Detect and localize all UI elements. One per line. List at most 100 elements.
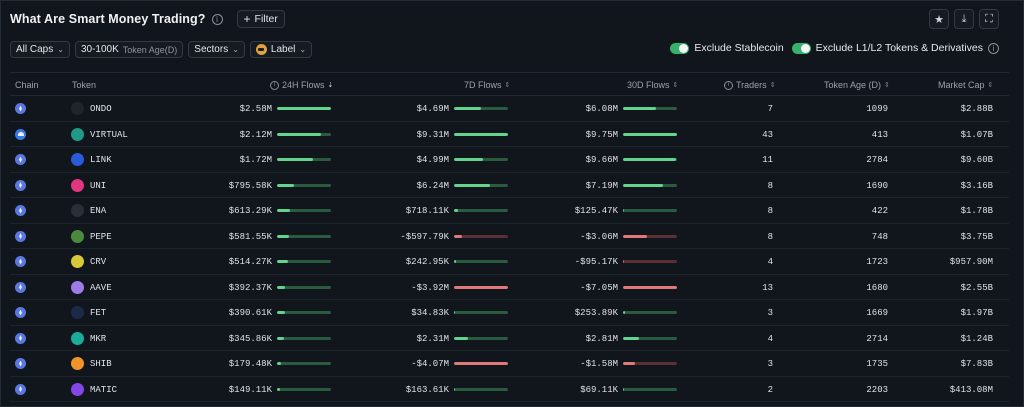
col-token-age[interactable]: Token Age (D) ⇕ xyxy=(824,80,890,90)
col-24h-flows-label: 24H Flows xyxy=(282,80,325,90)
table-row[interactable]: VIRTUAL $2.12M $9.31M $9.75M 43 413 $1.07B xyxy=(10,122,1009,147)
f30-value: $7.19M xyxy=(585,180,618,191)
col-market-cap[interactable]: Market Cap ⇕ xyxy=(938,80,993,90)
token-name[interactable]: AAVE xyxy=(90,282,112,293)
f30-bar-fill xyxy=(623,336,639,340)
download-icon[interactable]: ⤓ xyxy=(954,9,974,29)
token-name[interactable]: MKR xyxy=(90,333,107,344)
sort-icon[interactable]: ⇕ xyxy=(504,81,511,89)
f7-bar-fill xyxy=(454,158,483,161)
base-chain-icon xyxy=(15,128,26,140)
table-row[interactable]: UNI $795.58K $6.24M $7.19M 8 1690 $3.16B xyxy=(10,173,1009,198)
token-age-value: 30-100K xyxy=(80,44,119,55)
token-age-filter[interactable]: 30-100K Token Age(D) xyxy=(74,41,184,58)
f7-value: $163.61K xyxy=(405,384,449,395)
exclude-stablecoin-toggle[interactable]: Exclude Stablecoin xyxy=(670,42,784,54)
f30-value: $9.66M xyxy=(585,155,618,165)
table-row[interactable]: AAVE $392.37K -$3.92M -$7.05M 13 1680 $2.55B xyxy=(10,275,1009,300)
col-24h-flows[interactable]: i 24H Flows ⇣ xyxy=(270,80,333,90)
sort-icon[interactable]: ⇕ xyxy=(884,81,890,89)
col-traders[interactable]: i Traders ⇕ xyxy=(724,80,776,90)
f30-bar xyxy=(623,183,677,187)
token-name[interactable]: LINK xyxy=(90,155,112,165)
market-cap-value: $1.24B xyxy=(960,333,993,344)
f30-value: $9.75M xyxy=(585,129,618,140)
table-row[interactable]: MATIC $149.11K $163.61K $69.11K 2 2203 $413.08… xyxy=(10,377,1009,402)
traders-value: 4 xyxy=(767,257,773,267)
market-cap-value: $7.83B xyxy=(960,359,993,369)
token-name[interactable]: PEPE xyxy=(90,231,112,242)
token-name[interactable]: VIRTUAL xyxy=(90,129,128,140)
toggle-switch[interactable] xyxy=(791,42,811,54)
f24-bar xyxy=(277,107,331,110)
token-age-label: Token Age(D) xyxy=(122,44,178,55)
f30-bar-fill xyxy=(623,234,647,238)
star-icon[interactable]: ★ xyxy=(929,9,949,29)
f24-bar-fill xyxy=(277,285,285,289)
traders-value: 43 xyxy=(762,129,773,140)
f30-bar-fill xyxy=(623,387,624,391)
f30-bar xyxy=(623,336,677,340)
f24-bar-fill xyxy=(277,362,281,365)
f24-value: $1.72M xyxy=(239,155,272,165)
token-name[interactable]: ONDO xyxy=(90,104,112,114)
sort-icon[interactable]: ⇕ xyxy=(769,81,776,89)
f7-bar xyxy=(454,311,508,314)
sort-icon[interactable]: ⇕ xyxy=(987,81,994,89)
col-7d-flows[interactable]: 7D Flows ⇕ xyxy=(464,80,510,90)
f7-value: $4.99M xyxy=(416,155,449,165)
f24-value: $149.11K xyxy=(228,384,272,395)
header-actions: ★ ⤓ ⛶ xyxy=(929,9,999,29)
token-name[interactable]: MATIC xyxy=(90,384,118,395)
info-icon[interactable]: i xyxy=(211,13,223,25)
table-header: Chain Token i 24H Flows ⇣ 7D Flows ⇕ 30D… xyxy=(10,72,1009,96)
token-name[interactable]: CRV xyxy=(90,257,107,267)
info-icon[interactable]: i xyxy=(724,80,733,90)
f24-bar xyxy=(277,311,331,314)
table-row[interactable]: ENA $613.29K $718.11K $125.47K 8 422 $1.78B xyxy=(10,198,1009,224)
filter-bar: All Caps ⌄ 30-100K Token Age(D) Sectors … xyxy=(10,41,313,58)
sort-desc-icon[interactable]: ⇣ xyxy=(327,81,334,89)
col-30d-flows[interactable]: 30D Flows ⇕ xyxy=(627,80,678,90)
table-row[interactable]: PEPE $581.55K -$597.79K -$3.06M 8 748 $3.75B xyxy=(10,224,1009,249)
col-token-label: Token xyxy=(72,80,97,90)
table-row[interactable]: FET $390.61K $34.83K $253.89K 3 1669 $1.97B xyxy=(10,300,1009,326)
table-row[interactable]: LINK $1.72M $4.99M $9.66M 11 2784 $9.60B xyxy=(10,147,1009,173)
table-row[interactable]: CRV $514.27K $242.95K -$95.17K 4 1723 $957.90M xyxy=(10,249,1009,275)
f30-bar xyxy=(623,158,677,161)
token-name[interactable]: FET xyxy=(90,308,107,318)
info-icon[interactable]: i xyxy=(988,42,999,54)
traders-value: 8 xyxy=(767,231,773,242)
toggle-switch[interactable] xyxy=(670,42,690,54)
sectors-dropdown[interactable]: Sectors ⌄ xyxy=(188,41,245,58)
f30-bar xyxy=(623,387,677,391)
chevron-down-icon: ⌄ xyxy=(299,45,307,54)
f30-bar-fill xyxy=(623,311,625,314)
chevron-down-icon: ⌄ xyxy=(232,45,239,54)
token-name[interactable]: UNI xyxy=(90,180,107,191)
table-row[interactable]: SHIB $179.48K -$4.07M -$1.58M 3 1735 $7.83B xyxy=(10,351,1009,377)
market-cap-value: $9.60B xyxy=(960,155,993,165)
fullscreen-icon[interactable]: ⛶ xyxy=(979,9,999,29)
market-cap-value: $413.08M xyxy=(949,384,993,395)
exclude-l1l2-toggle[interactable]: Exclude L1/L2 Tokens & Derivatives i xyxy=(791,42,999,54)
filter-button[interactable]: + Filter xyxy=(236,10,285,28)
caps-dropdown[interactable]: All Caps ⌄ xyxy=(10,41,70,58)
f7-bar-fill xyxy=(454,260,456,263)
traders-value: 3 xyxy=(767,359,773,369)
label-dropdown[interactable]: Label ⌄ xyxy=(249,41,313,58)
f7-bar xyxy=(454,387,508,391)
f7-bar-fill xyxy=(454,132,508,136)
f7-value: -$4.07M xyxy=(411,359,449,369)
token-name[interactable]: ENA xyxy=(90,206,107,216)
token-icon xyxy=(71,280,84,294)
f24-value: $2.12M xyxy=(239,129,272,140)
table-row[interactable]: ONDO $2.58M $4.69M $6.08M 7 1099 $2.88B xyxy=(10,96,1009,122)
table-row[interactable]: MKR $345.86K $2.31M $2.81M 4 2714 $1.24B xyxy=(10,326,1009,351)
f7-bar-fill xyxy=(454,234,462,238)
f7-value: -$3.92M xyxy=(411,282,449,293)
info-icon[interactable]: i xyxy=(270,80,279,90)
token-age-value: 748 xyxy=(871,231,888,242)
token-name[interactable]: SHIB xyxy=(90,359,112,369)
sort-icon[interactable]: ⇕ xyxy=(672,81,679,89)
